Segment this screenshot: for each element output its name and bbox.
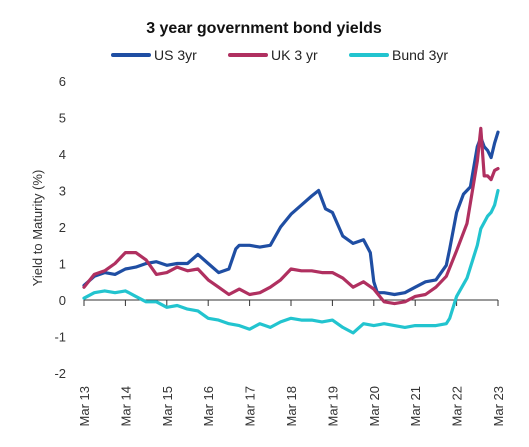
y-tick-label: 3 — [59, 184, 66, 199]
legend-label: US 3yr — [154, 47, 197, 63]
x-tick-label: Mar 16 — [201, 386, 216, 426]
y-tick-label: 0 — [59, 293, 66, 308]
x-tick-label: Mar 22 — [450, 386, 465, 426]
legend: US 3yr UK 3 yr Bund 3yr — [111, 47, 448, 63]
x-tick-label: Mar 21 — [408, 386, 423, 426]
y-tick-label: 5 — [59, 111, 66, 126]
x-axis-ticks: Mar 13 Mar 14 Mar 15 Mar 16 Mar 17 Mar 18 Mar … — [77, 300, 506, 426]
y-tick-label: 1 — [59, 257, 66, 272]
x-tick-label: Mar 14 — [118, 386, 133, 426]
x-tick-label: Mar 13 — [77, 386, 92, 426]
legend-label: Bund 3yr — [392, 47, 448, 63]
x-tick-label: Mar 18 — [284, 386, 299, 426]
y-axis-ticks: 6 5 4 3 2 1 0 -1 -2 — [54, 74, 66, 381]
series-line-bund-3yr — [82, 188, 500, 335]
x-tick-label: Mar 15 — [160, 386, 175, 426]
series-line-us-3yr — [82, 130, 500, 297]
y-tick-label: -2 — [54, 366, 66, 381]
y-tick-label: 2 — [59, 220, 66, 235]
x-tick-label: Mar 20 — [367, 386, 382, 426]
x-tick-label: Mar 19 — [325, 386, 340, 426]
y-axis-label: Yield to Maturity (%) — [30, 170, 45, 287]
y-tick-label: 4 — [59, 147, 66, 162]
series-line-uk-3-yr — [82, 126, 500, 306]
legend-label: UK 3 yr — [271, 47, 318, 63]
series-layer — [82, 126, 500, 335]
y-tick-label: 6 — [59, 74, 66, 89]
x-tick-label: Mar 23 — [491, 386, 506, 426]
x-tick-label: Mar 17 — [243, 386, 258, 426]
y-tick-label: -1 — [54, 330, 66, 345]
chart-title: 3 year government bond yields — [146, 20, 382, 37]
